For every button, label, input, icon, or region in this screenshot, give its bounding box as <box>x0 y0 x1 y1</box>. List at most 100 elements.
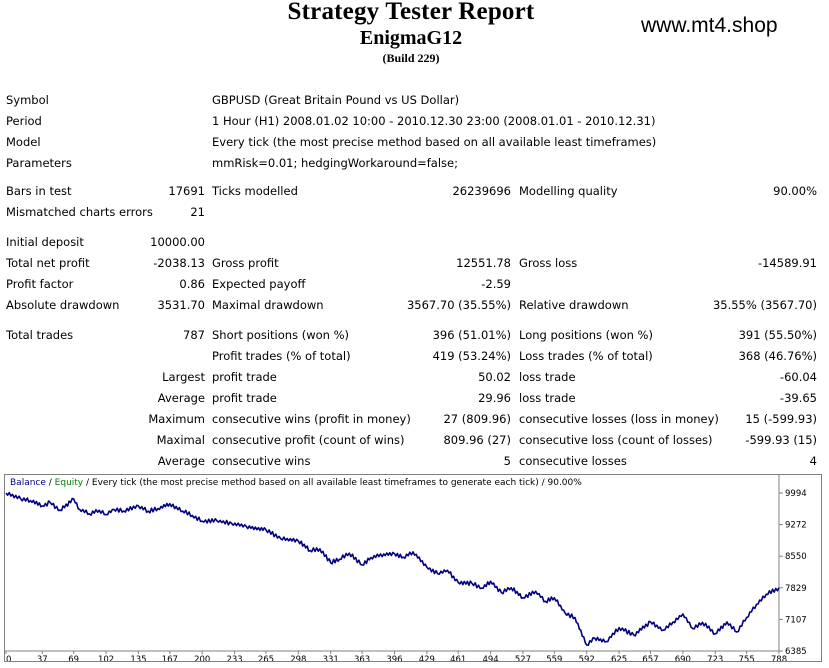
expert-name: EnigmaG12 <box>359 27 463 49</box>
average-profit-value: 29.96 <box>478 391 511 405</box>
max-consecutive-wins-label: consecutive wins (profit in money) <box>212 412 411 426</box>
x-tick-label: 527 <box>515 655 531 661</box>
maximal-consecutive-profit-label: consecutive profit (count of wins) <box>212 433 405 447</box>
x-tick-label: 592 <box>579 655 595 661</box>
average-profit-label: profit trade <box>212 391 277 405</box>
x-tick-label: 0 <box>6 655 11 661</box>
average-consecutive-losses-value: 4 <box>809 454 817 468</box>
x-tick-label: 559 <box>546 655 562 661</box>
expected-payoff-label: Expected payoff <box>212 277 306 291</box>
ticks-value: 26239696 <box>452 184 511 198</box>
loss-trades-label: Loss trades (% of total) <box>519 349 653 363</box>
profit-trades-label: Profit trades (% of total) <box>212 349 351 363</box>
period-value: 1 Hour (H1) 2008.01.02 10:00 - 2010.12.3… <box>212 114 656 128</box>
long-positions-value: 391 (55.50%) <box>738 328 817 342</box>
largest-profit-label: profit trade <box>212 370 277 384</box>
build-number: (Build 229) <box>382 51 440 65</box>
legend-equity: Equity <box>54 478 84 488</box>
largest-loss-label: loss trade <box>519 370 576 384</box>
maximal-label: Maximal <box>156 433 205 447</box>
x-tick-label: 690 <box>675 655 691 661</box>
model-label: Model <box>6 135 41 149</box>
mismatch-value: 21 <box>190 205 205 219</box>
y-tick-label: 7107 <box>785 615 807 625</box>
deposit-value: 10000.00 <box>150 235 205 249</box>
bars-value: 17691 <box>168 184 205 198</box>
watermark-text: www.mt4.shop <box>641 14 778 37</box>
max-consecutive-wins-value: 27 (809.96) <box>443 412 511 426</box>
loss-trades-value: 368 (46.76%) <box>738 349 817 363</box>
x-tick-label: 200 <box>194 655 210 661</box>
x-tick-label: 494 <box>482 655 498 661</box>
x-tick-label: 69 <box>68 655 79 661</box>
x-tick-label: 233 <box>226 655 242 661</box>
profit-factor-label: Profit factor <box>6 277 74 291</box>
mismatch-label: Mismatched charts errors <box>6 205 153 219</box>
relative-drawdown-value: 35.55% (3567.70) <box>712 298 817 312</box>
legend-separator: / <box>45 478 55 488</box>
gross-loss-label: Gross loss <box>519 256 578 270</box>
largest-loss-value: -60.04 <box>779 370 817 384</box>
x-tick-label: 363 <box>354 655 370 661</box>
balance-chart-svg: 9994 9272 8550 7829 7107 6385 0 37 69 102 135 167 20… <box>5 475 807 661</box>
maximal-drawdown-value: 3567.70 (35.55%) <box>406 298 511 312</box>
average-consecutive-label: Average <box>157 454 205 468</box>
x-tick-label: 102 <box>98 655 114 661</box>
symbol-label: Symbol <box>6 93 49 107</box>
long-positions-label: Long positions (won %) <box>519 328 653 342</box>
legend-description: / Every tick (the most precise method ba… <box>83 478 582 488</box>
series-line-balance <box>5 491 780 646</box>
chart-legend: Balance / Equity / Every tick (the most … <box>10 478 582 488</box>
average-loss-value: -39.65 <box>779 391 817 405</box>
quality-value: 90.00% <box>773 184 817 198</box>
x-tick-label: 331 <box>323 655 339 661</box>
largest-profit-value: 50.02 <box>478 370 511 384</box>
short-positions-value: 396 (51.01%) <box>432 328 511 342</box>
x-tick-label: 265 <box>258 655 274 661</box>
absolute-drawdown-value: 3531.70 <box>157 298 205 312</box>
absolute-drawdown-label: Absolute drawdown <box>6 298 120 312</box>
total-trades-value: 787 <box>183 328 205 342</box>
x-tick-label: 461 <box>450 655 466 661</box>
parameters-label: Parameters <box>6 156 72 170</box>
parameters-value: mmRisk=0.01; hedgingWorkaround=false; <box>212 156 458 170</box>
average-label: Average <box>157 391 205 405</box>
gross-profit-label: Gross profit <box>212 256 279 270</box>
x-tick-label: 625 <box>611 655 627 661</box>
x-tick-label: 298 <box>290 655 306 661</box>
net-profit-value: -2038.13 <box>153 256 205 270</box>
max-consecutive-losses-label: consecutive losses (loss in money) <box>519 412 719 426</box>
x-tick-label: 755 <box>739 655 755 661</box>
maximal-consecutive-loss-label: consecutive loss (count of losses) <box>519 433 713 447</box>
x-tick-label: 37 <box>37 655 48 661</box>
report-title: Strategy Tester Report <box>287 0 535 25</box>
x-tick-label: 429 <box>419 655 435 661</box>
average-loss-label: loss trade <box>519 391 576 405</box>
gross-profit-value: 12551.78 <box>456 256 511 270</box>
maximum-label: Maximum <box>148 412 205 426</box>
y-tick-label: 6385 <box>785 647 807 657</box>
maximal-consecutive-profit-value: 809.96 (27) <box>443 433 511 447</box>
y-tick-label: 9272 <box>785 521 807 531</box>
profit-trades-value: 419 (53.24%) <box>432 349 511 363</box>
average-consecutive-losses-label: consecutive losses <box>519 454 627 468</box>
maximal-consecutive-loss-value: -599.93 (15) <box>745 433 817 447</box>
expected-payoff-value: -2.59 <box>481 277 511 291</box>
balance-chart: 9994 9272 8550 7829 7107 6385 0 37 69 102 135 167 20… <box>4 474 822 662</box>
ticks-label: Ticks modelled <box>212 184 298 198</box>
x-tick-label: 788 <box>771 655 787 661</box>
gross-loss-value: -14589.91 <box>757 256 817 270</box>
x-tick-label: 396 <box>386 655 402 661</box>
max-consecutive-losses-value: 15 (-599.93) <box>745 412 817 426</box>
x-tick-label: 167 <box>162 655 178 661</box>
x-tick-label: 657 <box>642 655 658 661</box>
average-consecutive-wins-value: 5 <box>503 454 511 468</box>
x-tick-label: 135 <box>130 655 146 661</box>
model-value: Every tick (the most precise method base… <box>212 135 657 149</box>
y-tick-label: 9994 <box>785 489 807 499</box>
period-label: Period <box>6 114 42 128</box>
y-tick-label: 7829 <box>785 584 807 594</box>
bars-label: Bars in test <box>6 184 72 198</box>
y-tick-label: 8550 <box>785 552 807 562</box>
net-profit-label: Total net profit <box>6 256 90 270</box>
